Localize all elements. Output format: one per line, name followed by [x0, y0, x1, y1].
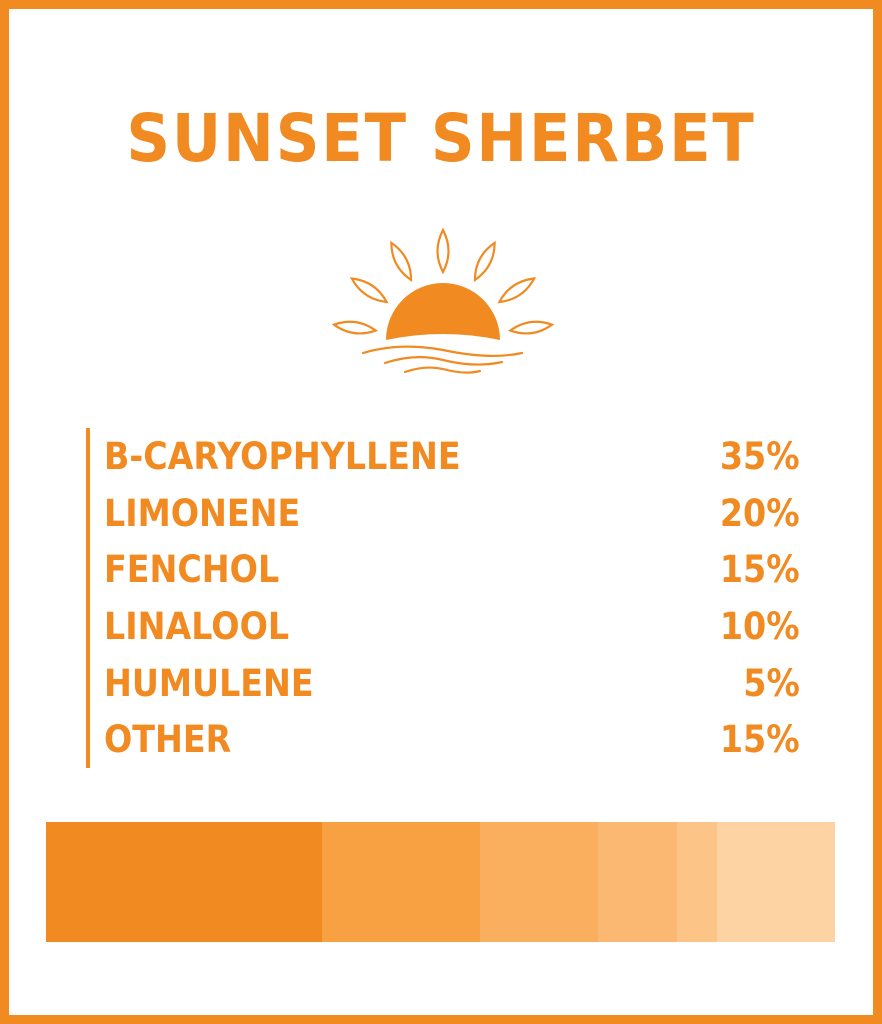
terpene-row: B-CARYOPHYLLENE 35%	[90, 428, 800, 485]
terpene-percent: 5%	[743, 661, 800, 705]
sunset-icon	[331, 227, 555, 374]
terpene-name: LIMONENE	[104, 491, 301, 535]
bar-segment-humulene	[677, 822, 717, 942]
bar-segment-limonene	[322, 822, 480, 942]
sun-ray	[331, 320, 379, 335]
terpene-percent: 35%	[720, 434, 800, 478]
terpene-row: LIMONENE 20%	[90, 485, 800, 542]
bar-segment-fenchol	[479, 822, 599, 942]
terpene-percent: 15%	[720, 718, 800, 762]
sun-ray	[473, 240, 496, 283]
terpene-name: OTHER	[104, 718, 232, 762]
terpene-name: LINALOOL	[104, 604, 290, 648]
terpene-percent: 15%	[720, 548, 800, 592]
terpene-name: B-CARYOPHYLLENE	[104, 434, 461, 478]
terpene-name: HUMULENE	[104, 661, 314, 705]
strain-title: SUNSET SHERBET	[126, 100, 756, 177]
terpene-list: B-CARYOPHYLLENE 35% LIMONENE 20% FENCHOL 15% L…	[86, 428, 800, 769]
bar-segment-other	[716, 822, 835, 942]
sun-ray	[390, 240, 413, 283]
terpene-row: LINALOOL 10%	[90, 598, 800, 655]
sun-ray	[497, 277, 537, 304]
terpene-percent: 10%	[720, 604, 800, 648]
sun-ray	[436, 227, 450, 275]
sun-ray	[507, 320, 555, 335]
terpene-stacked-bar	[46, 822, 835, 942]
bar-segment-linalool	[598, 822, 678, 942]
terpene-row: OTHER 15%	[90, 711, 800, 768]
terpene-percent: 20%	[720, 491, 800, 535]
bar-segment-b-caryophyllene	[46, 822, 323, 942]
terpene-row: FENCHOL 15%	[90, 541, 800, 598]
terpene-row: HUMULENE 5%	[90, 655, 800, 712]
terpene-name: FENCHOL	[104, 548, 280, 592]
sun-ray	[349, 277, 389, 304]
